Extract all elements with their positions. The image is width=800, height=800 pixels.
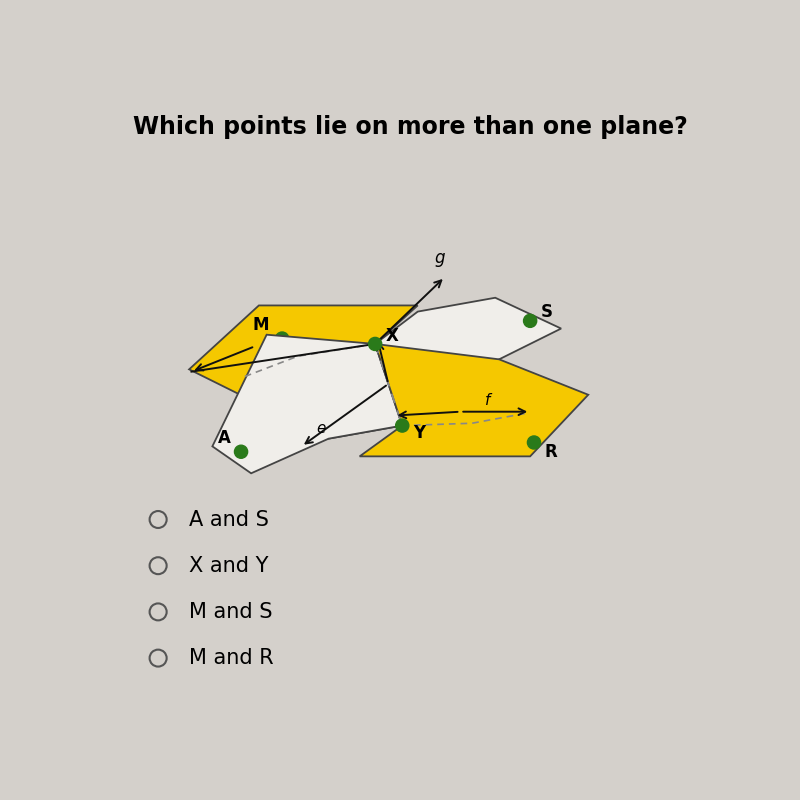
- Text: M: M: [252, 316, 269, 334]
- Circle shape: [527, 436, 541, 449]
- Text: M and R: M and R: [189, 648, 274, 668]
- Circle shape: [234, 445, 248, 458]
- Text: e: e: [316, 421, 326, 436]
- Text: A and S: A and S: [189, 510, 269, 530]
- Text: A: A: [218, 429, 230, 447]
- Polygon shape: [212, 334, 402, 474]
- Circle shape: [369, 338, 382, 350]
- Polygon shape: [189, 306, 418, 438]
- Text: Y: Y: [414, 424, 426, 442]
- Text: X: X: [386, 327, 398, 346]
- Polygon shape: [375, 298, 561, 426]
- Text: f: f: [485, 393, 490, 408]
- Polygon shape: [360, 344, 588, 456]
- Text: X and Y: X and Y: [189, 556, 269, 576]
- Text: g: g: [434, 249, 445, 267]
- Circle shape: [396, 419, 409, 432]
- Text: S: S: [541, 302, 553, 321]
- Text: Which points lie on more than one plane?: Which points lie on more than one plane?: [133, 115, 687, 139]
- Circle shape: [523, 314, 537, 327]
- Text: M and S: M and S: [189, 602, 273, 622]
- Circle shape: [275, 332, 289, 345]
- Text: R: R: [545, 442, 558, 461]
